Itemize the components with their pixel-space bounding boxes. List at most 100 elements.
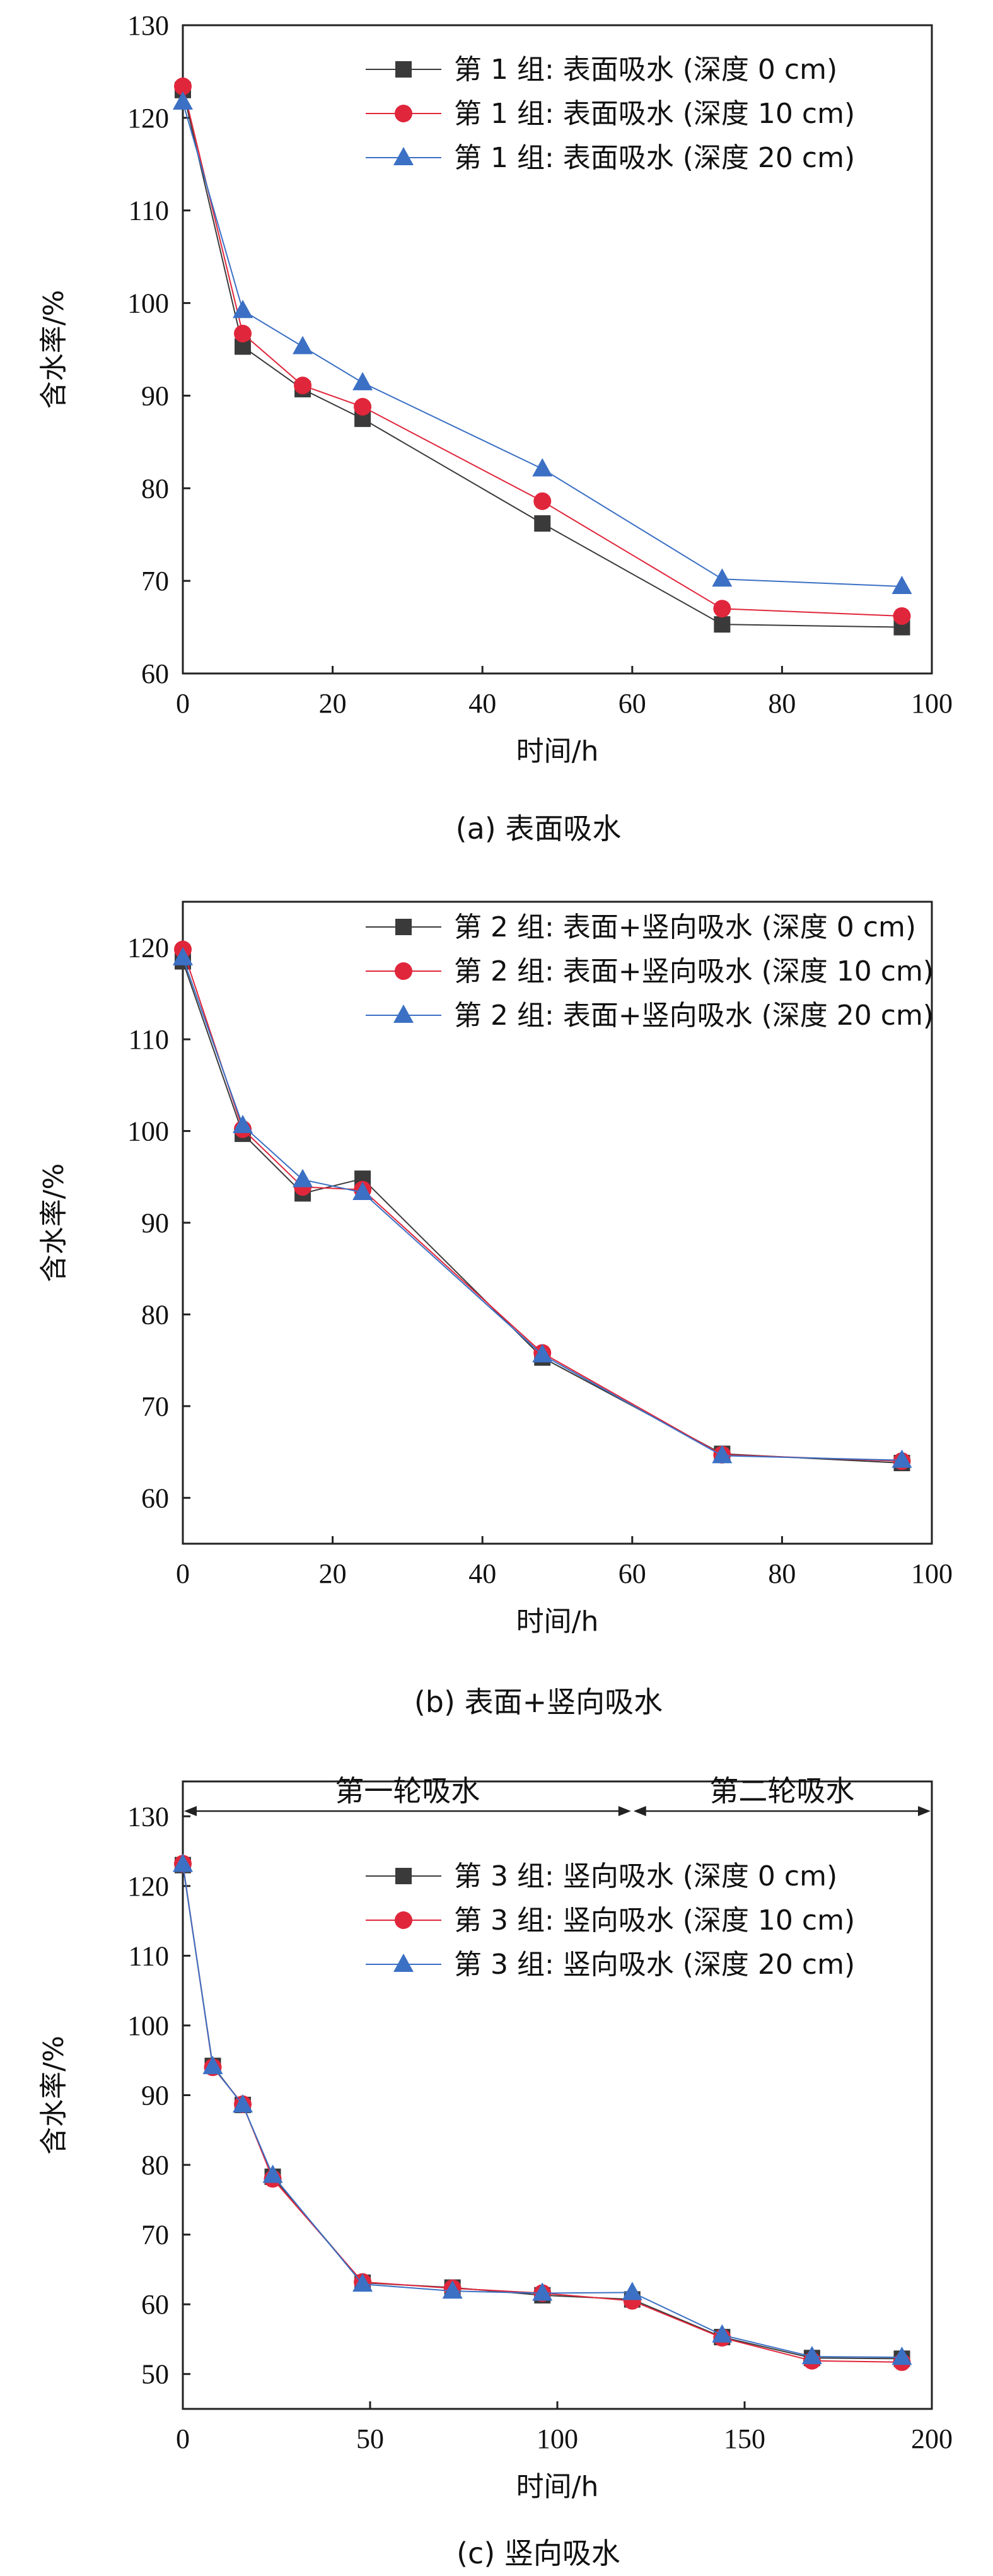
- data-point: [891, 1449, 912, 1468]
- legend-marker: [395, 962, 412, 980]
- y-tick-label: 60: [141, 2289, 169, 2320]
- legend-entry: 第 2 组: 表面+竖向吸水 (深度 0 cm): [366, 911, 916, 943]
- y-tick-label: 130: [127, 10, 169, 41]
- data-point: [891, 2346, 912, 2365]
- x-tick-label: 0: [176, 688, 190, 719]
- legend-entry: 第 3 组: 竖向吸水 (深度 0 cm): [366, 1860, 837, 1892]
- data-point: [262, 2164, 283, 2183]
- y-axis-title: 含水率/%: [38, 2036, 70, 2155]
- x-tick-label: 80: [768, 688, 796, 719]
- data-point: [712, 1445, 733, 1464]
- data-point: [173, 91, 193, 110]
- legend-label: 第 1 组: 表面吸水 (深度 20 cm): [454, 142, 855, 174]
- data-point: [712, 568, 733, 587]
- x-tick-label: 100: [911, 1558, 953, 1589]
- y-tick-label: 70: [141, 2220, 169, 2251]
- y-axis-title: 含水率/%: [38, 290, 70, 409]
- y-tick-label: 80: [141, 2150, 169, 2181]
- data-point: [622, 2282, 642, 2300]
- legend-entry: 第 1 组: 表面吸水 (深度 20 cm): [366, 142, 855, 174]
- y-tick-label: 100: [127, 1116, 169, 1147]
- data-point: [233, 300, 253, 318]
- legend-marker: [395, 919, 412, 935]
- legend-entry: 第 2 组: 表面+竖向吸水 (深度 10 cm): [366, 955, 934, 988]
- x-tick-label: 80: [768, 1558, 796, 1589]
- series-triangle: [173, 1853, 912, 2365]
- y-tick-label: 90: [141, 380, 169, 411]
- data-point: [532, 2282, 553, 2301]
- x-axis-title: 时间/h: [516, 1606, 599, 1638]
- phase-label: 第一轮吸水: [335, 1774, 480, 1808]
- series-triangle: [173, 91, 912, 594]
- series-line: [182, 961, 902, 1464]
- legend-label: 第 2 组: 表面+竖向吸水 (深度 10 cm): [454, 955, 934, 988]
- x-axis-title: 时间/h: [516, 2471, 599, 2503]
- x-tick-label: 20: [319, 688, 347, 719]
- chart-panel-2: 50 60 70 80 90 100 110 120 130 0 50 100 150 200 时间/h 含水…: [38, 1774, 953, 2570]
- data-point: [532, 458, 553, 477]
- data-point: [293, 335, 313, 354]
- phase-arrowhead-left: [184, 1806, 197, 1816]
- plot-frame: [182, 24, 933, 675]
- x-tick-label: 60: [618, 1558, 646, 1589]
- data-point: [293, 1169, 313, 1187]
- legend-entry: 第 1 组: 表面吸水 (深度 10 cm): [366, 98, 855, 130]
- data-point: [712, 2324, 733, 2343]
- panel-caption: (c) 竖向吸水: [456, 2536, 620, 2570]
- x-tick-label: 50: [356, 2423, 384, 2454]
- data-point: [294, 376, 312, 395]
- legend-entry: 第 1 组: 表面吸水 (深度 0 cm): [366, 54, 837, 86]
- series-line: [182, 102, 902, 587]
- legend-entry: 第 3 组: 竖向吸水 (深度 20 cm): [366, 1949, 855, 1981]
- y-tick-label: 110: [129, 1024, 169, 1055]
- y-tick-label: 50: [141, 2359, 169, 2390]
- series-triangle: [173, 947, 912, 1468]
- series-circle: [174, 77, 911, 625]
- y-tick-label: 120: [127, 1871, 169, 1902]
- legend-marker: [395, 1868, 412, 1884]
- legend-marker: [395, 61, 412, 78]
- data-point: [893, 607, 911, 625]
- y-tick-label: 80: [141, 1299, 169, 1330]
- data-point: [233, 2094, 253, 2113]
- panel-caption: (b) 表面+竖向吸水: [414, 1685, 663, 1719]
- y-tick-label: 100: [127, 288, 169, 319]
- data-point: [714, 616, 731, 633]
- data-point: [174, 77, 192, 95]
- data-point: [354, 398, 372, 416]
- x-tick-label: 20: [319, 1558, 347, 1589]
- y-tick-label: 80: [141, 473, 169, 504]
- legend-label: 第 2 组: 表面+竖向吸水 (深度 20 cm): [454, 1000, 934, 1032]
- x-tick-label: 150: [724, 2423, 765, 2454]
- x-tick-label: 0: [176, 2423, 190, 2454]
- data-point: [891, 575, 912, 594]
- legend-label: 第 3 组: 竖向吸水 (深度 0 cm): [454, 1860, 837, 1892]
- x-axis-title: 时间/h: [516, 735, 599, 767]
- chart-panel-1: 60 70 80 90 100 110 120 0 20 40 60 80 100 时间/h 含水率/% (b…: [38, 900, 953, 1719]
- y-tick-label: 130: [127, 1801, 169, 1832]
- legend-marker: [393, 1005, 414, 1023]
- data-point: [533, 492, 552, 510]
- x-tick-label: 100: [911, 688, 953, 719]
- y-tick-label: 70: [141, 1391, 169, 1422]
- y-tick-label: 90: [141, 1208, 169, 1238]
- x-tick-label: 40: [468, 688, 496, 719]
- legend-label: 第 1 组: 表面吸水 (深度 0 cm): [454, 54, 837, 86]
- legend-entry: 第 2 组: 表面+竖向吸水 (深度 20 cm): [366, 1000, 934, 1032]
- series-line: [182, 957, 902, 1461]
- y-tick-label: 90: [141, 2080, 169, 2111]
- x-tick-label: 200: [911, 2423, 953, 2454]
- data-point: [534, 515, 551, 532]
- x-tick-label: 0: [176, 1558, 190, 1589]
- legend-label: 第 2 组: 表面+竖向吸水 (深度 0 cm): [454, 911, 916, 943]
- y-tick-label: 60: [141, 658, 169, 689]
- phase-arrowhead-right: [618, 1806, 631, 1816]
- phase-label: 第二轮吸水: [709, 1774, 854, 1808]
- x-tick-label: 60: [618, 688, 646, 719]
- legend-marker: [393, 147, 414, 165]
- y-tick-label: 110: [129, 1940, 169, 1971]
- x-tick-label: 100: [537, 2423, 578, 2454]
- legend-label: 第 1 组: 表面吸水 (深度 10 cm): [454, 98, 855, 130]
- legend-marker: [393, 1954, 414, 1972]
